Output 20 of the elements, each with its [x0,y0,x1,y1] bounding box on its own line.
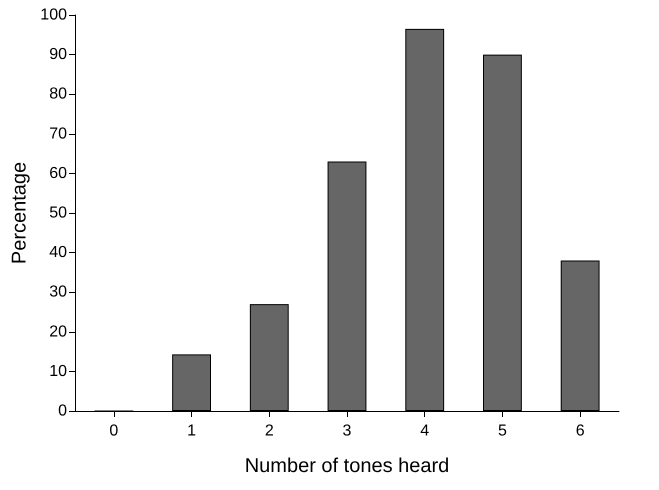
y-axis-title: Percentage [8,162,30,264]
x-tick-label: 4 [420,422,430,440]
x-tick-label: 1 [187,422,196,440]
y-tick-label: 30 [49,284,68,301]
x-tick-label: 2 [264,422,274,440]
y-tick-label: 70 [49,125,68,142]
y-tick-label: 90 [49,46,68,64]
y-tick-label: 100 [40,6,68,24]
x-tick-label: 0 [109,422,118,440]
x-axis-title: Number of tones heard [244,455,450,477]
y-tick-label: 10 [49,362,68,380]
x-tick-label: 3 [342,422,352,440]
y-tick-label: 80 [49,86,68,103]
x-tick-label: 6 [576,422,585,440]
y-tick-label: 40 [49,244,68,262]
x-tick-label: 5 [498,422,507,440]
y-tick-label: 60 [49,164,68,182]
y-tick-label: 50 [49,204,68,222]
y-tick-label: 0 [58,402,68,420]
y-tick-label: 20 [49,323,68,340]
